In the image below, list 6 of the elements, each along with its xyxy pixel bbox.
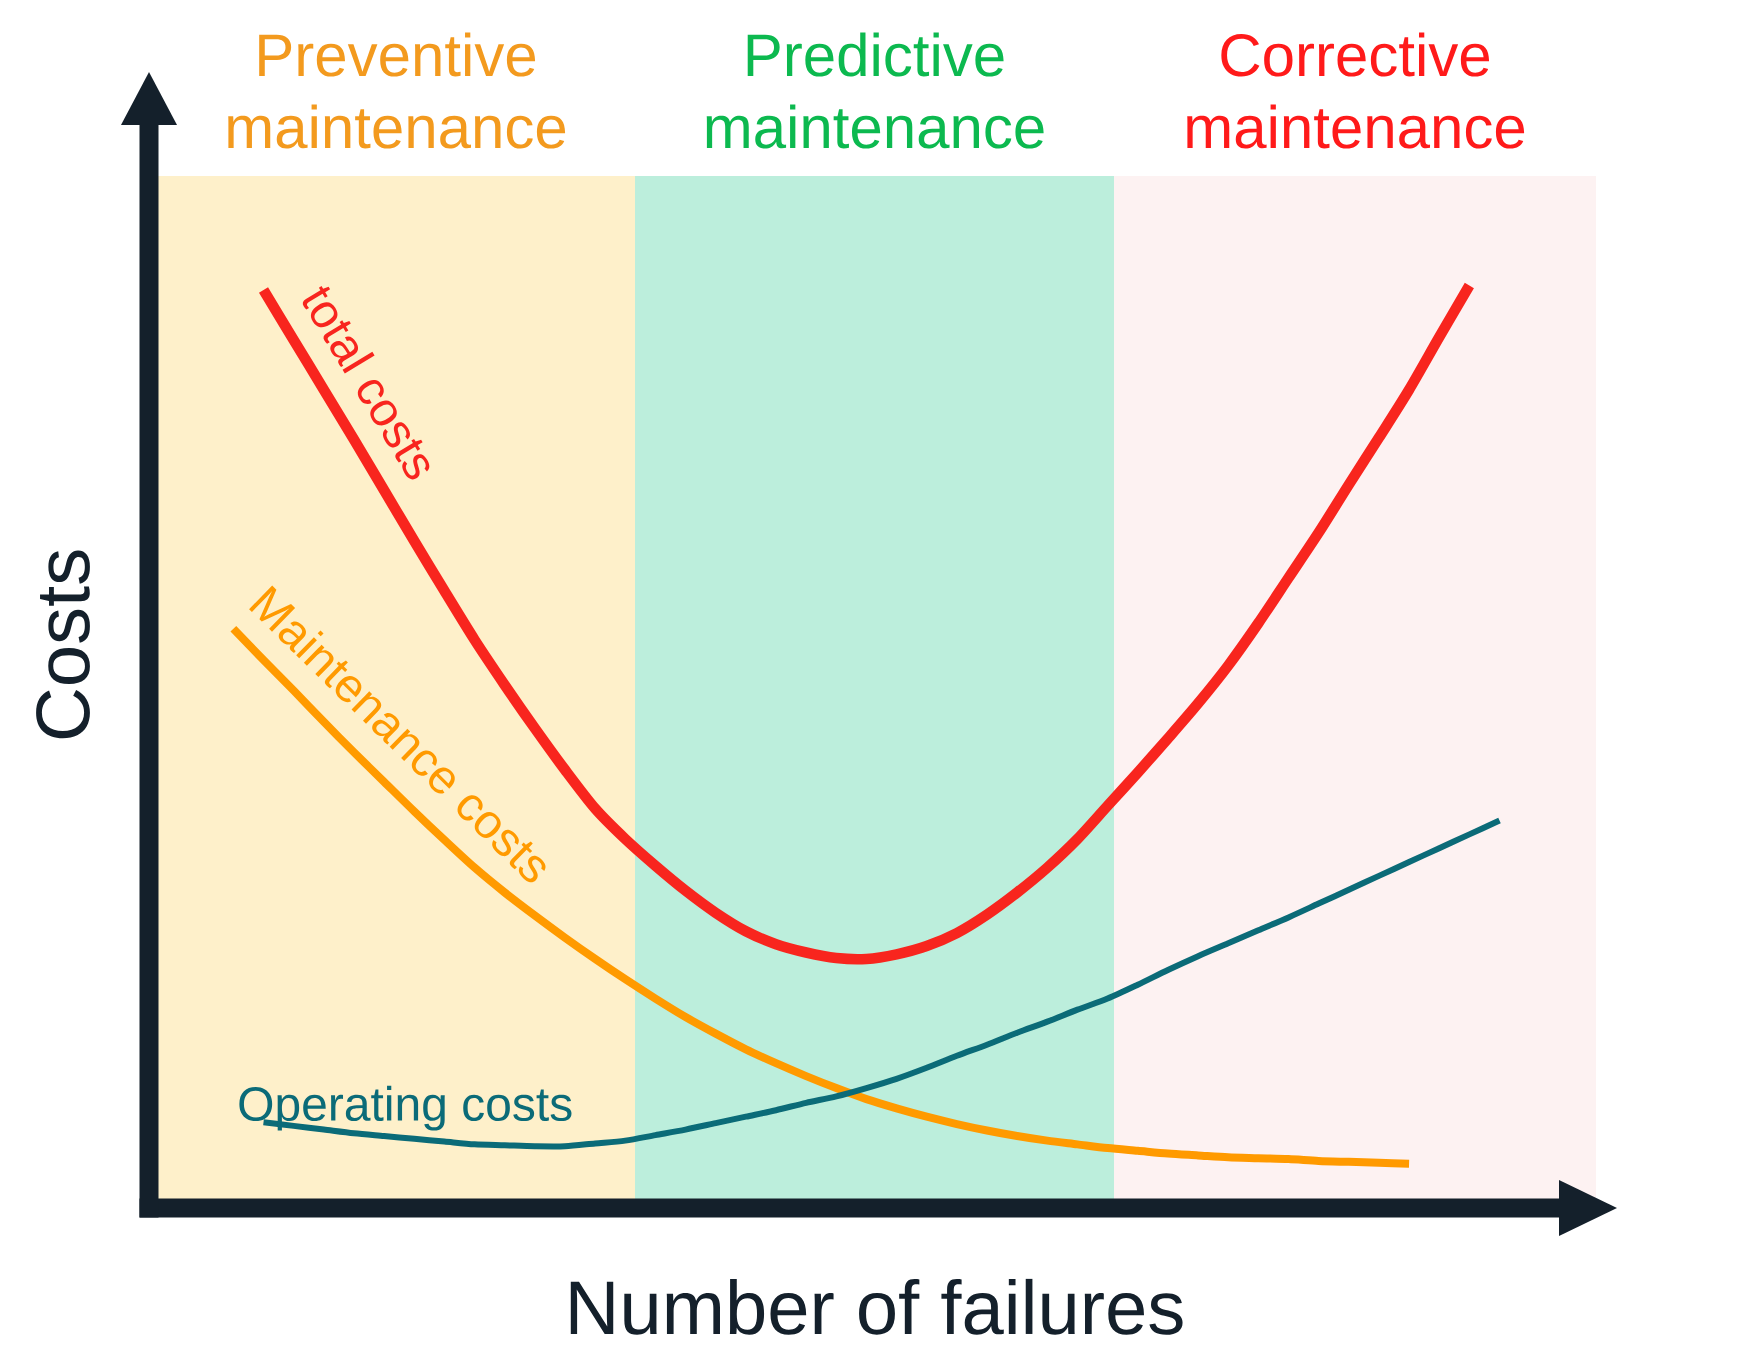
y-axis-title: Costs bbox=[36, 550, 90, 739]
series-label: Operating costs bbox=[239, 1085, 572, 1131]
text: Corrective maintenance bbox=[1187, 32, 1525, 149]
text: Preventive maintenance bbox=[228, 32, 566, 149]
x-axis-title: Number of failures bbox=[570, 1278, 1183, 1335]
text: Predictive maintenance bbox=[706, 32, 1044, 149]
